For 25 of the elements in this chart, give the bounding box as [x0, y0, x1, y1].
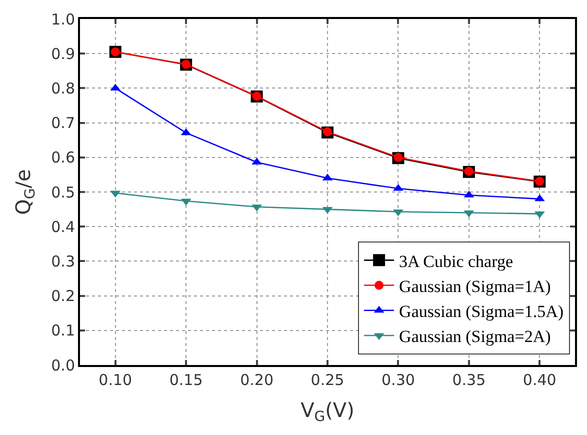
y-tick-label: 0.7 — [51, 114, 75, 132]
y-tick-label: 0.4 — [51, 218, 75, 236]
y-tick-label: 0.5 — [51, 183, 75, 202]
x-axis-title: V$_{G}$(V) — [300, 398, 354, 426]
x-tick-label: 0.15 — [169, 371, 203, 389]
x-tick-label: 0.20 — [240, 371, 274, 389]
x-tick-label: 0.35 — [452, 371, 486, 389]
legend-label: Gaussian (Sigma=1A) — [399, 276, 551, 296]
x-tick-label: 0.25 — [310, 371, 344, 389]
point — [394, 152, 403, 162]
y-tick-label: 0.0 — [51, 356, 75, 374]
point — [393, 209, 404, 216]
legend-label: 3A Cubic charge — [399, 252, 513, 271]
y-tick-label: 0.1 — [51, 322, 75, 340]
x-tick-label: 0.10 — [98, 371, 132, 389]
y-tick-label: 0.8 — [51, 79, 75, 98]
y-tick-label: 0.9 — [51, 44, 75, 63]
y-tick-label: 1.0 — [51, 10, 75, 28]
legend-label: Gaussian (Sigma=2A) — [399, 327, 551, 346]
y-tick-label: 0.2 — [51, 287, 75, 306]
y-tick-label: 0.3 — [51, 252, 75, 270]
x-tick-label: 0.40 — [522, 371, 556, 389]
y-tick-label: 0.6 — [51, 148, 75, 167]
legend-label: Gaussian (Sigma=1.5A) — [399, 302, 564, 321]
x-tick-label: 0.30 — [382, 371, 415, 389]
